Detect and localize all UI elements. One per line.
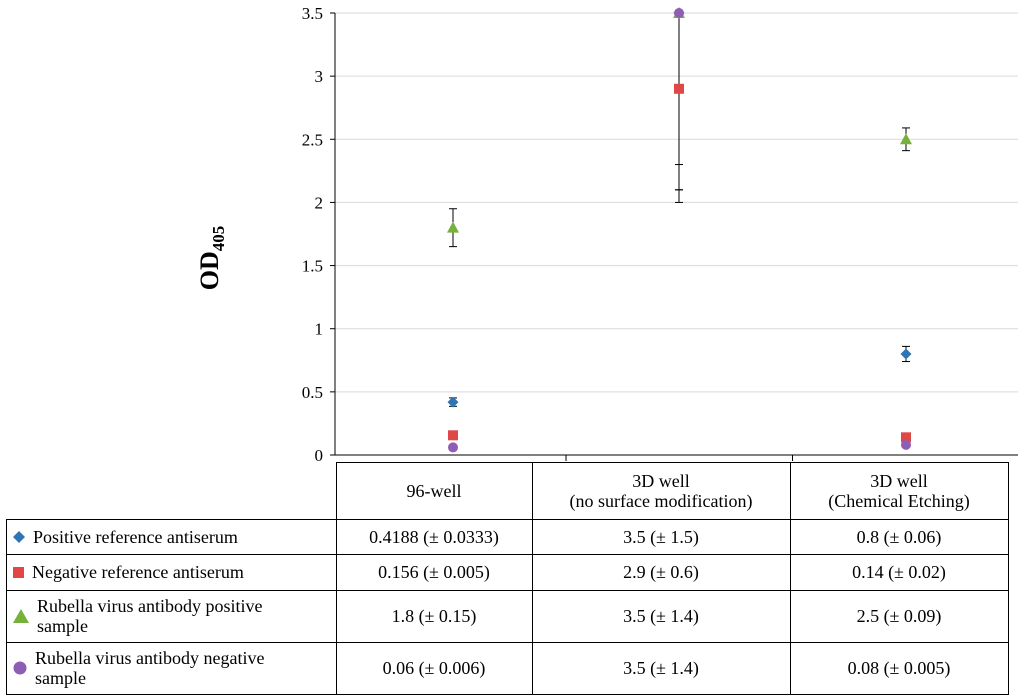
gridlines bbox=[335, 12, 1018, 393]
rubella-negative-point bbox=[901, 439, 911, 450]
table-cell: 0.8 (± 0.06) bbox=[789, 518, 1009, 555]
row-label: Rubella virus antibody positive sample bbox=[6, 589, 337, 643]
y-tick-label: 2.5 bbox=[302, 130, 323, 149]
column-header: 3D well (no surface modification) bbox=[531, 462, 791, 520]
data-marks bbox=[447, 7, 912, 453]
positive-reference-point bbox=[900, 348, 912, 360]
table-cell: 0.08 (± 0.005) bbox=[789, 641, 1009, 695]
y-tick-label: 1 bbox=[315, 320, 324, 339]
row-label: Rubella virus antibody negative sample bbox=[6, 641, 337, 695]
table-header-row: 96-well 3D well (no surface modification)… bbox=[6, 462, 1009, 520]
row-label: Negative reference antiserum bbox=[6, 553, 337, 591]
y-tick-label: 3 bbox=[315, 67, 324, 86]
table-cell: 2.5 (± 0.09) bbox=[789, 589, 1009, 643]
diamond-marker-icon bbox=[13, 530, 25, 543]
rubella-positive-point bbox=[447, 221, 459, 233]
table-row: Positive reference antiserum 0.4188 (± 0… bbox=[6, 518, 1009, 555]
y-tick-label: 0.5 bbox=[302, 383, 323, 402]
table-cell: 3.5 (± 1.4) bbox=[531, 589, 791, 643]
circle-marker-icon bbox=[13, 661, 27, 675]
column-header: 3D well (Chemical Etching) bbox=[789, 462, 1009, 520]
table-cell: 3.5 (± 1.4) bbox=[531, 641, 791, 695]
chart: OD405 0 0.5 1 1.5 2 2.5 3 3.5 bbox=[195, 4, 1018, 462]
rubella-positive-point bbox=[900, 133, 912, 145]
row-label: Positive reference antiserum bbox=[6, 518, 337, 555]
y-tick-label: 3.5 bbox=[302, 4, 323, 23]
table-cell: 0.14 (± 0.02) bbox=[789, 553, 1009, 591]
table-row: Rubella virus antibody negative sample 0… bbox=[6, 641, 1009, 695]
y-tick-label: 1.5 bbox=[302, 257, 323, 276]
rubella-negative-point bbox=[448, 442, 458, 453]
y-tick-labels: 0 0.5 1 1.5 2 2.5 3 3.5 bbox=[302, 4, 323, 462]
table-cell: 0.156 (± 0.005) bbox=[335, 553, 533, 591]
column-header: 96-well bbox=[335, 462, 533, 520]
y-axis-label: OD405 bbox=[195, 226, 228, 291]
table-row: Rubella virus antibody positive sample 1… bbox=[6, 589, 1009, 643]
table-cell: 2.9 (± 0.6) bbox=[531, 553, 791, 591]
positive-reference-point bbox=[447, 396, 459, 408]
square-marker-icon bbox=[13, 566, 24, 578]
axes bbox=[330, 12, 1018, 461]
data-table: 96-well 3D well (no surface modification)… bbox=[6, 462, 1009, 695]
triangle-marker-icon bbox=[13, 609, 29, 623]
y-tick-label: 0 bbox=[315, 446, 324, 462]
rubella-negative-point bbox=[674, 8, 684, 18]
negative-reference-point bbox=[448, 430, 458, 441]
negative-reference-point bbox=[674, 83, 684, 94]
table-cell: 1.8 (± 0.15) bbox=[335, 589, 533, 643]
table-row: Negative reference antiserum 0.156 (± 0.… bbox=[6, 553, 1009, 591]
negative-reference-point bbox=[901, 432, 911, 443]
table-corner bbox=[6, 462, 337, 520]
table-cell: 0.06 (± 0.006) bbox=[335, 641, 533, 695]
table-cell: 3.5 (± 1.5) bbox=[531, 518, 791, 555]
y-tick-label: 2 bbox=[315, 193, 324, 212]
table-cell: 0.4188 (± 0.0333) bbox=[335, 518, 533, 555]
